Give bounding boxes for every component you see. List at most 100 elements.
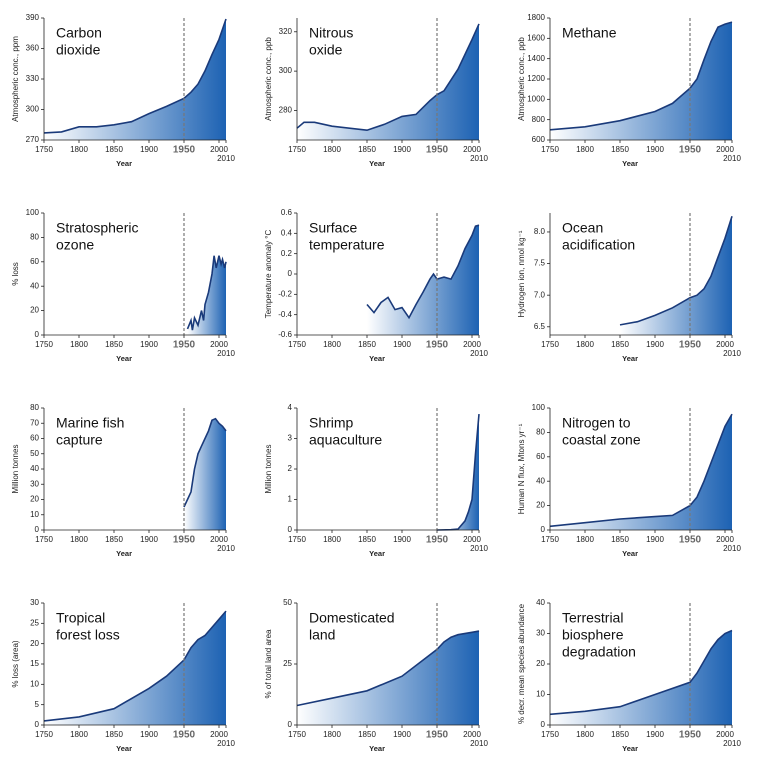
x-tick-label: 2010	[470, 349, 488, 358]
x-tick-label: 2000	[463, 730, 481, 739]
y-tick-label: 0	[541, 525, 546, 534]
area-fill	[367, 225, 479, 335]
x-tick-label: 1900	[140, 145, 158, 154]
x-tick-label: 1750	[541, 145, 559, 154]
y-tick-label: 600	[532, 135, 546, 144]
y-axis-label: Million tonnes	[11, 445, 20, 494]
panel-title: capture	[56, 432, 103, 448]
y-tick-label: 0	[35, 720, 40, 729]
x-tick-label: 1950	[173, 730, 196, 741]
y-tick-label: 20	[536, 501, 545, 510]
x-tick-label: 1900	[140, 730, 158, 739]
y-tick-label: 20	[30, 639, 39, 648]
y-tick-label: 15	[30, 659, 39, 668]
y-tick-label: 2	[288, 464, 293, 473]
y-tick-label: 0.4	[281, 228, 293, 237]
y-tick-label: 80	[30, 403, 39, 412]
x-tick-label: 1800	[323, 340, 341, 349]
panel-title: temperature	[309, 237, 385, 253]
panel-title: Methane	[562, 25, 617, 41]
data-line	[43, 18, 227, 134]
y-tick-label: 25	[30, 618, 39, 627]
panel-title: Carbon	[56, 25, 102, 41]
x-tick-label: 2010	[217, 739, 235, 748]
y-tick-label: 70	[30, 418, 39, 427]
x-tick-label: 1900	[646, 340, 664, 349]
x-tick-label: 1850	[611, 145, 629, 154]
y-tick-label: 8.0	[534, 227, 546, 236]
x-tick-label: 1950	[426, 340, 449, 351]
y-tick-label: 60	[30, 257, 39, 266]
x-tick-label: 2000	[716, 340, 734, 349]
area-fill	[297, 631, 479, 725]
x-tick-label: 1950	[679, 730, 702, 741]
x-axis-label: Year	[622, 354, 638, 363]
y-tick-label: 30	[536, 629, 545, 638]
y-tick-label: 390	[26, 13, 40, 22]
data-line	[619, 215, 733, 326]
x-tick-label: 2000	[463, 145, 481, 154]
x-tick-label: 2000	[210, 145, 228, 154]
x-tick-label: 2010	[217, 544, 235, 553]
x-tick-label: 1900	[393, 145, 411, 154]
x-tick-label: 2010	[723, 349, 741, 358]
y-tick-label: 300	[26, 105, 40, 114]
area-fill	[44, 19, 226, 140]
panel-title: coastal zone	[562, 432, 641, 448]
area-fill	[297, 23, 479, 140]
y-tick-label: 60	[30, 434, 39, 443]
x-axis-label: Year	[622, 549, 638, 558]
x-tick-label: 1750	[541, 340, 559, 349]
x-tick-label: 1850	[611, 730, 629, 739]
x-tick-label: 1850	[358, 340, 376, 349]
x-tick-label: 2010	[723, 154, 741, 163]
x-tick-label: 1950	[679, 340, 702, 351]
y-tick-label: 800	[532, 115, 546, 124]
panel-title: acidification	[562, 237, 635, 253]
y-tick-label: 10	[30, 679, 39, 688]
y-tick-label: 0.2	[281, 249, 293, 258]
y-tick-label: 1000	[527, 94, 545, 103]
y-tick-label: 0	[288, 269, 293, 278]
x-tick-label: 1900	[393, 730, 411, 739]
y-tick-label: 5	[35, 700, 40, 709]
y-tick-label: 3	[288, 434, 293, 443]
y-tick-label: 30	[30, 479, 39, 488]
y-tick-label: 80	[30, 233, 39, 242]
x-tick-label: 2000	[210, 340, 228, 349]
area-fill	[437, 414, 479, 530]
panel-title: Ocean	[562, 220, 603, 236]
y-axis-label: % decr. mean species abundance	[517, 603, 526, 724]
panel-title: forest loss	[56, 627, 120, 643]
x-tick-label: 1750	[35, 145, 53, 154]
y-tick-label: 280	[279, 106, 293, 115]
y-axis-label: Million tonnes	[264, 445, 273, 494]
y-tick-label: 60	[536, 452, 545, 461]
y-tick-label: 7.0	[534, 290, 546, 299]
x-axis-label: Year	[369, 549, 385, 558]
y-tick-label: 20	[30, 306, 39, 315]
x-tick-label: 1750	[288, 340, 306, 349]
x-tick-label: 1750	[288, 730, 306, 739]
data-line	[186, 255, 227, 331]
x-tick-label: 1950	[426, 535, 449, 546]
x-tick-label: 1800	[70, 730, 88, 739]
x-tick-label: 1950	[679, 535, 702, 546]
x-tick-label: 1850	[611, 340, 629, 349]
x-tick-label: 1850	[105, 535, 123, 544]
x-axis-label: Year	[116, 744, 132, 753]
x-tick-label: 2010	[723, 739, 741, 748]
x-tick-label: 1950	[173, 145, 196, 156]
x-tick-label: 1750	[35, 340, 53, 349]
panel-title: dioxide	[56, 42, 101, 58]
x-tick-label: 1950	[173, 340, 196, 351]
data-line	[183, 417, 227, 508]
data-line	[549, 21, 733, 131]
panel-title: Terrestrial	[562, 610, 623, 626]
y-axis-label: Atmospheric conc., ppb	[517, 37, 526, 121]
y-tick-label: 0	[541, 720, 546, 729]
